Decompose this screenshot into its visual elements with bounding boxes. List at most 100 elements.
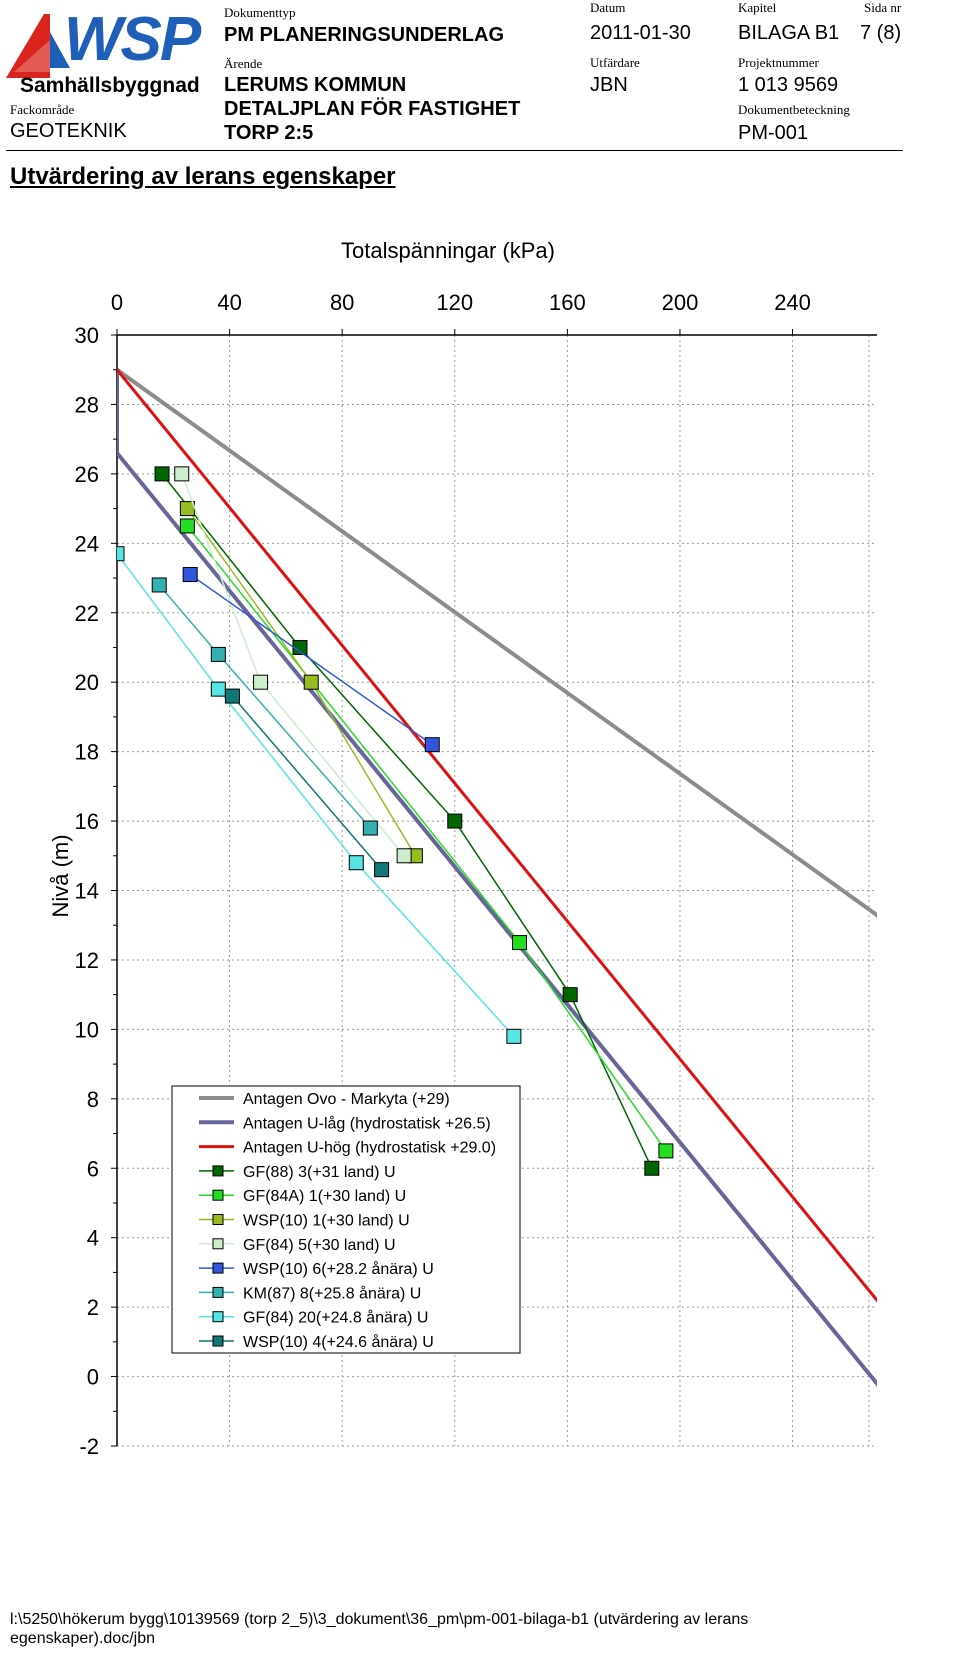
data-point [117, 546, 125, 562]
date-label: Datum [590, 0, 626, 15]
y-tick-label: -2 [79, 1434, 99, 1459]
wsp-logo: WSP [6, 5, 211, 80]
project-value: 1 013 9569 [738, 74, 839, 96]
data-point [210, 646, 226, 662]
y-tick-label: 0 [87, 1365, 99, 1390]
docid-value: PM-001 [738, 122, 809, 144]
y-tick-label: 28 [75, 392, 99, 417]
data-point [374, 862, 390, 878]
chapter-value: BILAGA B1 [738, 22, 840, 44]
data-point [154, 466, 170, 482]
series-line [117, 368, 877, 918]
doctype-value: PM PLANERINGSUNDERLAG [224, 24, 505, 46]
legend-swatch-marker [212, 1238, 224, 1250]
issuer-value: JBN [590, 74, 628, 96]
x-tick-label: 240 [774, 290, 811, 315]
legend-label: GF(84) 5(+30 land) U [243, 1237, 396, 1254]
case-line1: LERUMS KOMMUN [224, 74, 407, 96]
series-line [117, 553, 515, 1037]
footer-line-1: l:\5250\hökerum bygg\10139569 (torp 2_5)… [10, 1611, 749, 1628]
data-point [396, 848, 412, 864]
y-tick-label: 10 [75, 1017, 99, 1042]
field-value: GEOTEKNIK [10, 120, 127, 142]
x-tick-label: 160 [549, 290, 586, 315]
y-tick-label: 30 [75, 323, 99, 348]
file-path-footer: l:\5250\hökerum bygg\10139569 (torp 2_5)… [10, 1610, 748, 1648]
legend-label: Antagen U-låg (hydrostatisk +26.5) [243, 1114, 491, 1132]
case-line3: TORP 2:5 [224, 122, 314, 144]
series-line [189, 573, 433, 746]
x-tick-label: 40 [217, 290, 241, 315]
page-value: 7 (8) [860, 22, 902, 44]
series-layer [117, 368, 877, 1387]
y-tick-label: 26 [75, 462, 99, 487]
y-tick-label: 22 [75, 601, 99, 626]
legend-label: WSP(10) 4(+24.6 ånära) U [243, 1333, 434, 1351]
page-label: Sida nr [864, 0, 902, 15]
legend-swatch-marker [212, 1311, 224, 1323]
data-point [182, 567, 198, 583]
legend-swatch-marker [212, 1165, 224, 1177]
legend-label: GF(88) 3(+31 land) U [243, 1164, 396, 1181]
data-point [506, 1028, 522, 1044]
series-1 [117, 369, 877, 1387]
legend-label: Antagen Ovo - Markyta (+29) [243, 1091, 450, 1108]
legend-swatch-marker [212, 1262, 224, 1274]
x-tick-label: 80 [330, 290, 354, 315]
series-line [117, 369, 877, 1387]
date-value: 2011-01-30 [590, 22, 691, 44]
series-line [231, 695, 383, 871]
series-8 [151, 577, 378, 836]
series-9 [117, 546, 522, 1044]
data-point [644, 1160, 660, 1176]
series-5 [179, 501, 423, 864]
legend-label: Antagen U-hög (hydrostatisk +29.0) [243, 1140, 496, 1157]
data-point [151, 577, 167, 593]
series-line [186, 525, 667, 1152]
data-point [562, 987, 578, 1003]
division: Samhällsbyggnad [20, 74, 200, 97]
logo-mark-icon [6, 14, 70, 78]
x-tick-label: 200 [662, 290, 699, 315]
chapter-label: Kapitel [738, 0, 777, 15]
legend-label: GF(84) 20(+24.8 ånära) U [243, 1309, 428, 1327]
y-tick-label: 4 [87, 1226, 99, 1251]
legend-swatch-marker [212, 1214, 224, 1225]
data-point [424, 737, 440, 753]
legend: Antagen Ovo - Markyta (+29) Antagen U-låg… [171, 1085, 521, 1354]
y-tick-label: 16 [75, 809, 99, 834]
legend-swatch-marker [212, 1189, 224, 1201]
legend-label: WSP(10) 1(+30 land) U [243, 1213, 410, 1230]
series-line [181, 473, 405, 857]
data-point [179, 518, 195, 534]
data-point [512, 935, 528, 951]
data-point [658, 1143, 674, 1159]
y-tick-label: 12 [75, 948, 99, 973]
doctype-label: Dokumenttyp [224, 5, 296, 20]
case-line2: DETALJPLAN FÖR FASTIGHET [224, 98, 521, 120]
data-point [224, 688, 240, 704]
x-tick-label: 120 [436, 290, 473, 315]
header-divider [6, 150, 903, 151]
legend-swatch-marker [212, 1286, 224, 1298]
y-tick-label: 2 [87, 1295, 99, 1320]
y-axis-label: Nivå (m) [48, 834, 73, 917]
y-tick-label: 6 [87, 1156, 99, 1181]
legend-label: GF(84A) 1(+30 land) U [243, 1188, 406, 1205]
project-label: Projektnummer [738, 55, 819, 70]
legend-swatch-marker [212, 1335, 224, 1347]
section-title: Utvärdering av lerans egenskaper [10, 163, 396, 190]
chart-title: Totalspänningar (kPa) [341, 238, 555, 263]
data-point [174, 466, 190, 482]
series-4 [179, 518, 674, 1159]
legend-label: KM(87) 8(+25.8 ånära) U [243, 1284, 421, 1302]
series-line [158, 584, 371, 829]
data-point [253, 674, 269, 690]
data-point [348, 855, 364, 871]
x-tick-label: 0 [111, 290, 123, 315]
docid-label: Dokumentbeteckning [738, 102, 850, 117]
data-point [210, 681, 226, 697]
series-10 [224, 688, 390, 878]
series-2 [117, 368, 877, 1303]
case-label: Ärende [224, 56, 263, 71]
